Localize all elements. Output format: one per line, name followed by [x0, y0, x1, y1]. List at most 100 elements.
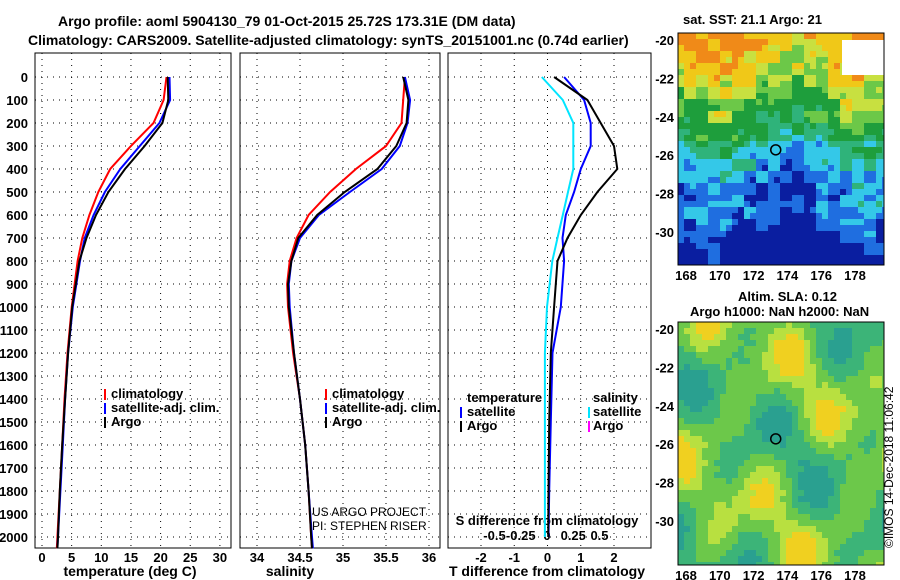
map-cell	[774, 63, 780, 69]
map-cell	[780, 171, 786, 177]
map-cell	[786, 400, 792, 406]
map-cell	[714, 352, 720, 358]
map-cell	[798, 147, 804, 153]
map-cell	[816, 400, 822, 406]
map-cell	[702, 382, 708, 388]
map-cell	[702, 87, 708, 93]
map-cell	[708, 147, 714, 153]
map-cell	[786, 496, 792, 502]
map-cell	[792, 490, 798, 496]
map-cell	[726, 69, 732, 75]
map-cell	[870, 105, 876, 111]
map-cell	[870, 87, 876, 93]
map-cell	[858, 418, 864, 424]
map-cell	[882, 358, 884, 364]
map-cell	[786, 460, 792, 466]
map-cell	[726, 400, 732, 406]
map-cell	[756, 177, 762, 183]
map-cell	[702, 81, 708, 87]
map-cell	[732, 153, 738, 159]
map-cell	[828, 556, 834, 562]
map-cell	[726, 111, 732, 117]
map-cell	[870, 322, 876, 328]
map-cell	[756, 472, 762, 478]
map-cell	[852, 508, 858, 514]
x-tick-label: 0	[38, 550, 45, 565]
map-cell	[870, 159, 876, 165]
map-cell	[720, 51, 726, 57]
map-cell	[762, 370, 768, 376]
map-cell	[780, 189, 786, 195]
map-cell	[792, 418, 798, 424]
map-cell	[870, 171, 876, 177]
map-cell	[738, 424, 744, 430]
map-cell	[870, 225, 876, 231]
map-cell	[774, 388, 780, 394]
map-cell	[702, 550, 708, 556]
map-cell	[696, 105, 702, 111]
map-cell	[684, 490, 690, 496]
map-cell	[756, 225, 762, 231]
map-cell	[810, 448, 816, 454]
map-cell	[870, 436, 876, 442]
map-cell	[870, 249, 876, 255]
map-cell	[858, 544, 864, 550]
map-cell	[828, 171, 834, 177]
map-cell	[690, 556, 696, 562]
map-cell	[762, 129, 768, 135]
map-cell	[678, 376, 684, 382]
map-cell	[864, 544, 870, 550]
map-cell	[810, 201, 816, 207]
map-cell	[762, 63, 768, 69]
map-cell	[720, 538, 726, 544]
map-cell	[702, 454, 708, 460]
map-cell	[768, 105, 774, 111]
map-cell	[810, 520, 816, 526]
map-cell	[768, 219, 774, 225]
map-cell	[780, 322, 786, 328]
map-cell	[780, 424, 786, 430]
map-cell	[720, 514, 726, 520]
map-cell	[726, 352, 732, 358]
map-cell	[696, 472, 702, 478]
map-cell	[780, 117, 786, 123]
map-cell	[882, 261, 884, 265]
map-cell	[696, 45, 702, 51]
map-cell	[738, 249, 744, 255]
map-cell	[846, 352, 852, 358]
map-cell	[750, 520, 756, 526]
map-cell	[780, 39, 786, 45]
map-cell	[846, 159, 852, 165]
map-cell	[720, 225, 726, 231]
map-cell	[870, 123, 876, 129]
map-cell	[822, 322, 828, 328]
map-cell	[858, 237, 864, 243]
map-cell	[804, 63, 810, 69]
panel-frame	[239, 52, 441, 549]
map-cell	[876, 394, 882, 400]
map-cell	[750, 237, 756, 243]
map-cell	[774, 87, 780, 93]
map-cell	[678, 412, 684, 418]
map-cell	[678, 436, 684, 442]
map-cell	[738, 406, 744, 412]
map-cell	[738, 141, 744, 147]
map-cell	[816, 340, 822, 346]
map-cell	[768, 376, 774, 382]
panel-frame	[447, 52, 652, 549]
map-cell	[678, 496, 684, 502]
map-cell	[738, 261, 744, 265]
map-cell	[726, 346, 732, 352]
map-cell	[852, 370, 858, 376]
map-cell	[816, 165, 822, 171]
map-cell	[798, 57, 804, 63]
map-cell	[792, 358, 798, 364]
map-cell	[822, 484, 828, 490]
map-cell	[732, 532, 738, 538]
map-cell	[840, 129, 846, 135]
map-cell	[708, 418, 714, 424]
map-cell	[696, 334, 702, 340]
legend-label: Argo	[593, 418, 623, 433]
map-cell	[756, 508, 762, 514]
map-cell	[798, 334, 804, 340]
